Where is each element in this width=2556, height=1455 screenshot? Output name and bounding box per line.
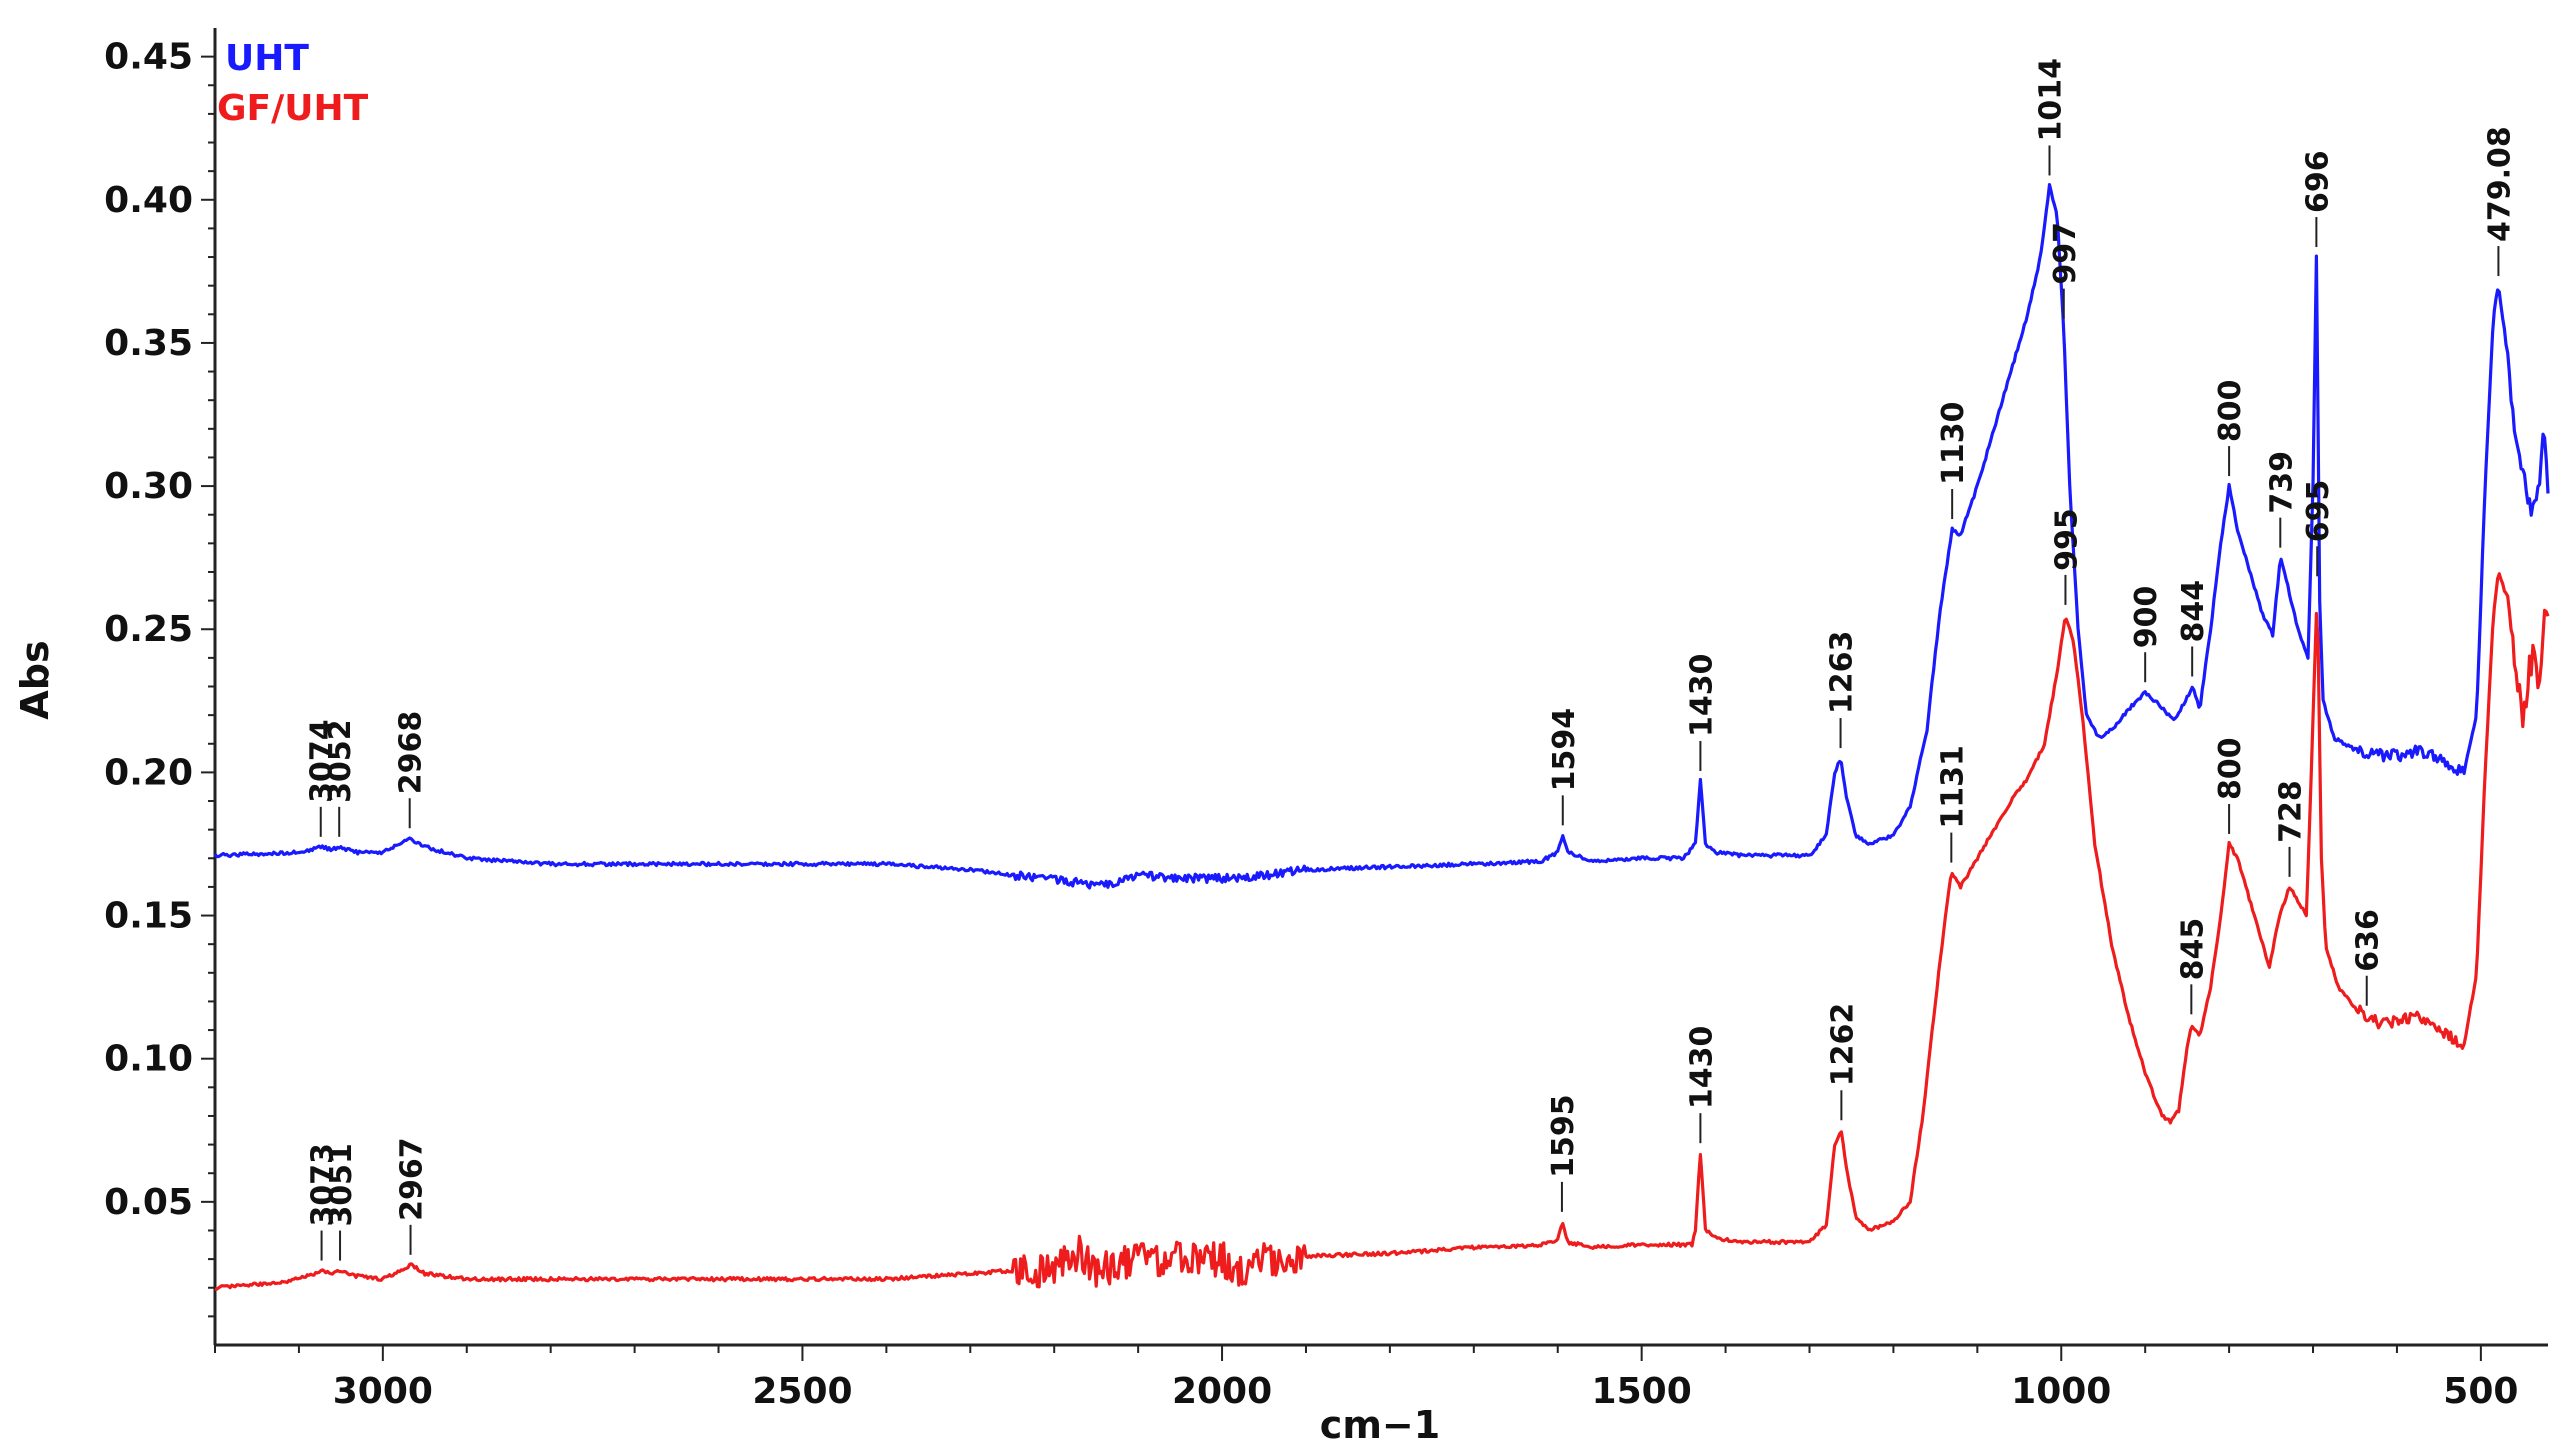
- peak-label: 1595: [1546, 1094, 1581, 1178]
- x-tick-label: 1000: [2011, 1371, 2111, 1412]
- peak-label: 1430: [1684, 653, 1719, 737]
- peak-label: 1130: [1936, 402, 1971, 486]
- y-tick-label: 0.20: [104, 752, 193, 793]
- peak-label: 1594: [1547, 708, 1582, 792]
- y-tick-label: 0.25: [104, 609, 193, 650]
- y-tick-label: 0.15: [104, 896, 193, 937]
- series-line-0: [213, 183, 2550, 890]
- y-tick-label: 0.05: [104, 1182, 193, 1223]
- peak-label: 3051: [324, 1143, 359, 1227]
- legend: UHT GF/UHT: [217, 38, 369, 129]
- peak-label: 800: [2213, 379, 2248, 442]
- peak-label: 3074: [305, 719, 340, 803]
- peak-label: 800: [2213, 737, 2248, 800]
- peak-label: 696: [2300, 150, 2335, 213]
- legend-entry-gf-uht: GF/UHT: [217, 88, 369, 129]
- peak-label: 1262: [1825, 1003, 1860, 1087]
- peak-label: 3073: [306, 1143, 341, 1227]
- x-tick-label: 2500: [752, 1371, 852, 1412]
- x-tick-label: 1500: [1592, 1371, 1692, 1412]
- x-tick-label: 2000: [1172, 1371, 1272, 1412]
- peak-label: 479.08: [2482, 126, 2517, 242]
- peak-label: 995: [2049, 508, 2084, 571]
- y-axis-title: Abs: [13, 640, 57, 719]
- peak-label: 1430: [1684, 1026, 1719, 1110]
- peak-label: 844: [2176, 580, 2211, 643]
- series-line-1: [214, 572, 2550, 1291]
- peak-label: 728: [2274, 780, 2309, 843]
- peak-label: 1014: [2034, 58, 2069, 142]
- axes: 0.05 0.10 0.15 0.20 0.25 0.30 0.35 0.40 0.45 3000…: [104, 28, 2548, 1412]
- peak-label: 2967: [395, 1137, 430, 1221]
- peak-label: 636: [2351, 909, 2386, 972]
- y-tick-label: 0.40: [104, 180, 193, 221]
- peak-label: 2968: [394, 711, 429, 795]
- peak-label: 1131: [1935, 745, 1970, 829]
- x-axis-title: cm−1: [1320, 1403, 1440, 1447]
- peak-label: 845: [2175, 918, 2210, 981]
- x-tick-label: 3000: [333, 1371, 433, 1412]
- peak-label: 1263: [1825, 631, 1860, 715]
- series-lines: [213, 183, 2550, 1291]
- y-tick-label: 0.45: [104, 37, 193, 78]
- y-tick-label: 0.30: [104, 466, 193, 507]
- peak-label: 695: [2301, 480, 2336, 543]
- legend-entry-uht: UHT: [225, 38, 309, 79]
- y-tick-label: 0.35: [104, 323, 193, 364]
- peak-label: 3052: [323, 719, 358, 803]
- y-tick-label: 0.10: [104, 1039, 193, 1080]
- peak-label: 900: [2129, 586, 2164, 649]
- peak-label: 739: [2264, 451, 2299, 514]
- peak-label: 997: [2048, 222, 2083, 285]
- x-tick-label: 500: [2443, 1371, 2518, 1412]
